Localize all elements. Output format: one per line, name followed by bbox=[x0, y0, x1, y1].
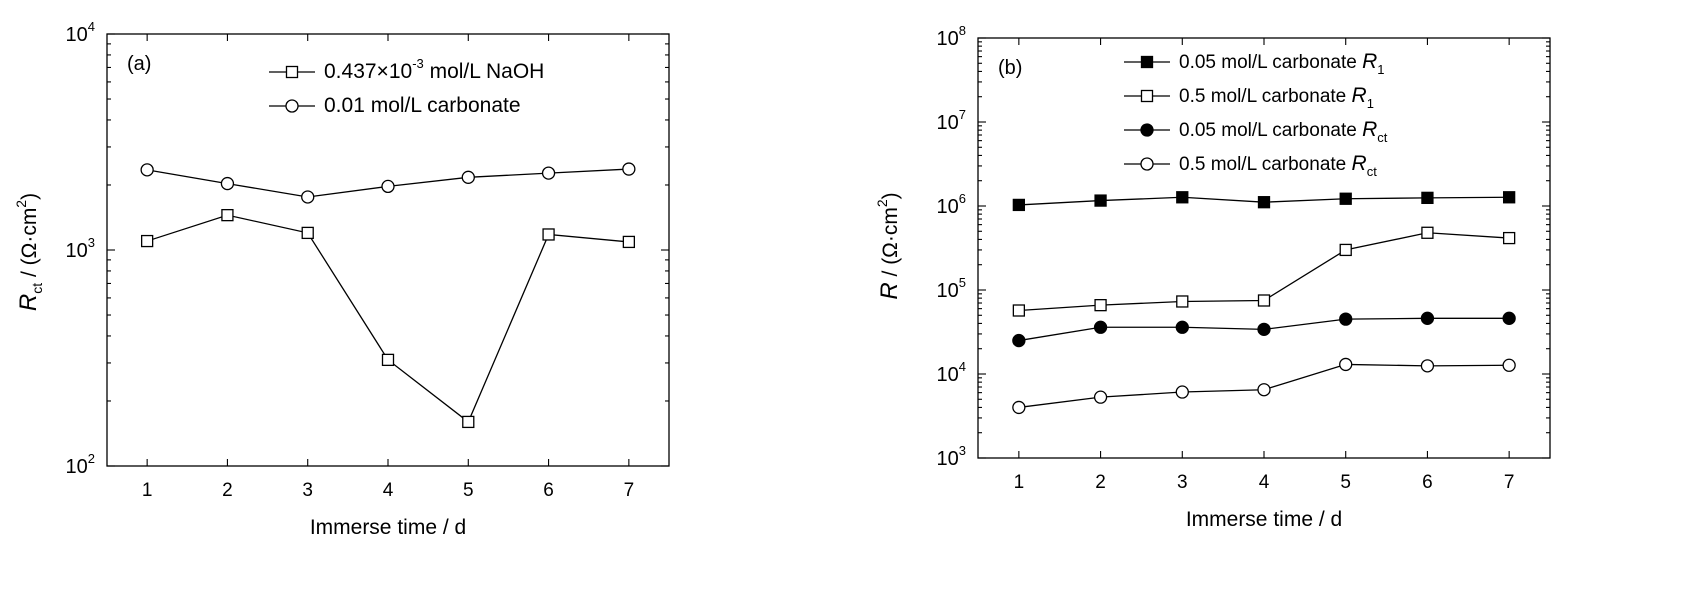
series-3 bbox=[1012, 311, 1516, 348]
legend-entry: 0.437×10-3 mol/L NaOH bbox=[269, 56, 544, 83]
legend-label: 0.5 mol/L carbonate Rct bbox=[1179, 152, 1377, 179]
data-point bbox=[1257, 294, 1271, 307]
data-point bbox=[1093, 320, 1108, 334]
y-tick-label: 103 bbox=[66, 235, 95, 262]
panel-label: (b) bbox=[998, 57, 1022, 79]
series-1 bbox=[1012, 191, 1516, 212]
y-tick-label: 102 bbox=[66, 451, 95, 478]
data-point bbox=[1175, 320, 1189, 334]
legend-entry: 0.05 mol/L carbonate Rct bbox=[1124, 118, 1388, 145]
y-axis-label: R / (Ω·cm2) bbox=[874, 192, 903, 299]
panel-a-chart: 1 2 3 4 5 6 7 102 103 104 (a) Immerse time / d Rct /… bbox=[13, 19, 670, 539]
y-tick-label: 104 bbox=[66, 19, 95, 46]
data-point bbox=[220, 176, 235, 191]
data-point bbox=[381, 353, 395, 367]
x-tick-label: 3 bbox=[1177, 472, 1188, 493]
data-point bbox=[1502, 231, 1516, 245]
data-point bbox=[1094, 194, 1107, 207]
data-point bbox=[1339, 243, 1352, 257]
x-tick-label: 6 bbox=[1422, 472, 1433, 493]
data-point bbox=[1502, 191, 1516, 204]
data-point bbox=[1012, 198, 1026, 212]
data-point bbox=[1094, 299, 1107, 312]
data-point bbox=[1257, 196, 1271, 209]
series-2 bbox=[140, 162, 636, 204]
data-point bbox=[1175, 385, 1189, 399]
legend-marker bbox=[1140, 123, 1154, 137]
data-point bbox=[140, 163, 154, 177]
data-point bbox=[622, 162, 636, 176]
y-tick-label: 105 bbox=[937, 275, 966, 302]
legend-marker bbox=[1140, 89, 1154, 103]
legend-label: 0.437×10-3 mol/L NaOH bbox=[324, 56, 544, 83]
data-point bbox=[622, 235, 636, 249]
data-point bbox=[1502, 311, 1516, 325]
data-point bbox=[1012, 333, 1026, 348]
series-4 bbox=[1012, 357, 1516, 415]
x-tick-label: 5 bbox=[463, 480, 474, 501]
x-axis-label: Immerse time / d bbox=[1186, 508, 1342, 531]
data-point bbox=[462, 415, 475, 429]
data-point bbox=[1176, 295, 1189, 308]
data-point bbox=[1339, 192, 1352, 205]
data-point bbox=[140, 234, 154, 248]
data-point bbox=[1012, 304, 1026, 317]
legend-entry: 0.5 mol/L carbonate Rct bbox=[1124, 152, 1377, 179]
data-point bbox=[301, 226, 314, 240]
data-point bbox=[381, 179, 395, 194]
data-point bbox=[542, 228, 555, 241]
data-point bbox=[221, 208, 234, 222]
data-point bbox=[1012, 400, 1026, 415]
data-point bbox=[301, 190, 315, 204]
x-tick-label: 4 bbox=[383, 480, 394, 501]
data-point bbox=[1420, 311, 1435, 325]
x-tick-label: 1 bbox=[142, 480, 153, 501]
x-tick-label: 7 bbox=[624, 480, 635, 501]
x-axis-label: Immerse time / d bbox=[310, 516, 466, 539]
data-point bbox=[461, 170, 475, 184]
legend-label: 0.01 mol/L carbonate bbox=[324, 94, 521, 117]
legend-marker bbox=[1140, 157, 1154, 171]
y-axis-label: Rct / (Ω·cm2) bbox=[13, 193, 45, 311]
legend-marker bbox=[285, 65, 299, 79]
data-point bbox=[1502, 358, 1516, 372]
data-point bbox=[1420, 359, 1435, 373]
x-tick-label: 2 bbox=[1095, 472, 1106, 493]
data-point bbox=[1093, 390, 1108, 404]
data-point bbox=[1421, 191, 1434, 205]
legend-entry: 0.01 mol/L carbonate bbox=[269, 94, 521, 117]
y-tick-label: 107 bbox=[937, 107, 966, 134]
legend-label: 0.05 mol/L carbonate Rct bbox=[1179, 118, 1388, 145]
x-tick-label: 4 bbox=[1259, 472, 1270, 493]
y-tick-label: 106 bbox=[937, 191, 966, 218]
x-tick-label: 6 bbox=[543, 480, 554, 501]
data-point bbox=[541, 166, 556, 180]
data-point bbox=[1421, 226, 1434, 239]
series-1 bbox=[140, 208, 636, 429]
panel-b-chart: 1 2 3 4 5 6 7 103 104 105 106 107 108 (b) Immerse time… bbox=[874, 23, 1551, 531]
y-tick-label: 103 bbox=[937, 443, 966, 470]
legend-marker bbox=[285, 99, 299, 113]
series-line bbox=[146, 214, 629, 423]
legend-marker bbox=[1140, 55, 1154, 69]
legend-entry: 0.5 mol/L carbonate R1 bbox=[1124, 84, 1374, 111]
x-tick-label: 3 bbox=[302, 480, 313, 501]
data-point bbox=[1257, 322, 1271, 337]
legend-label: 0.05 mol/L carbonate R1 bbox=[1179, 50, 1385, 77]
data-point bbox=[1176, 191, 1189, 204]
legend-label: 0.5 mol/L carbonate R1 bbox=[1179, 84, 1374, 111]
series-2 bbox=[1012, 226, 1516, 317]
data-point bbox=[1257, 383, 1271, 397]
legend-entry: 0.05 mol/L carbonate R1 bbox=[1124, 50, 1385, 77]
y-tick-label: 108 bbox=[937, 23, 966, 50]
data-point bbox=[1339, 312, 1353, 326]
x-tick-label: 2 bbox=[222, 480, 233, 501]
x-tick-label: 7 bbox=[1504, 472, 1515, 493]
panel-label: (a) bbox=[127, 53, 151, 75]
x-tick-label: 5 bbox=[1340, 472, 1351, 493]
y-tick-label: 104 bbox=[937, 359, 966, 386]
data-point bbox=[1339, 357, 1353, 372]
x-tick-label: 1 bbox=[1014, 472, 1025, 493]
